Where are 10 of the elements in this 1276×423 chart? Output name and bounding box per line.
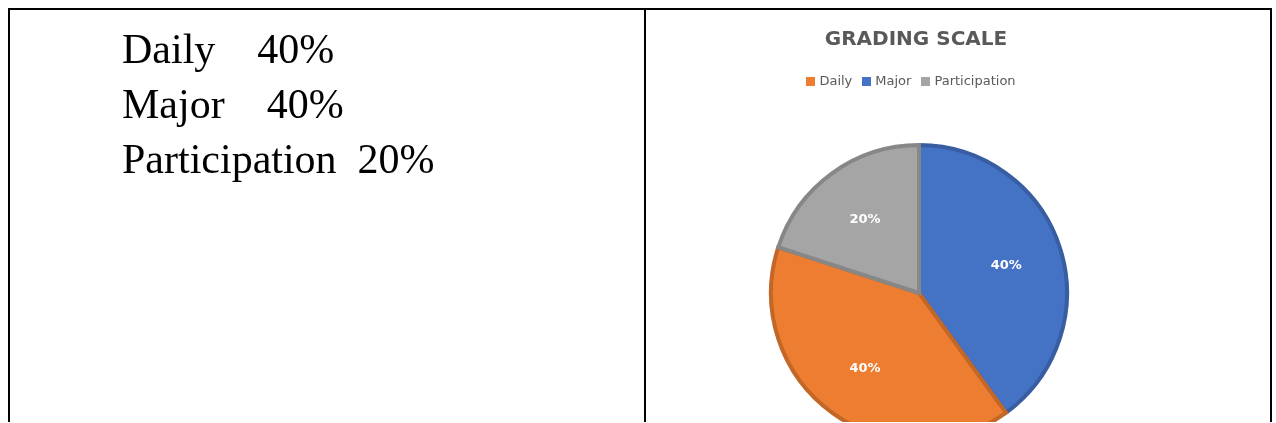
chart-title: GRADING SCALE [823, 26, 1009, 50]
legend-label: Major [875, 73, 912, 88]
text: Daily 40% [122, 25, 336, 74]
legend-label: Daily [819, 73, 853, 88]
data-label: 20% [849, 211, 881, 227]
data-label: 40% [849, 359, 881, 375]
text: Major 40% [122, 80, 345, 129]
legend-label: Participation [934, 73, 1016, 88]
text: Participation 20% [122, 135, 436, 184]
data-label: 40% [990, 257, 1022, 273]
